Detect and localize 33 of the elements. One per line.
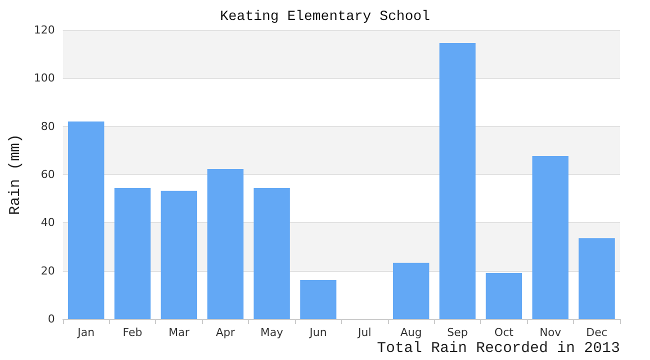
- y-tick-label: 0: [48, 312, 55, 326]
- bar: [160, 190, 198, 319]
- x-tick-label: Oct: [494, 326, 514, 339]
- bar: [300, 280, 336, 319]
- bar: [392, 262, 430, 319]
- bar: [207, 168, 244, 319]
- bar: [254, 188, 290, 319]
- bar: [68, 122, 104, 319]
- x-tick-label: Sep: [447, 326, 468, 339]
- x-tick-label: Mar: [168, 326, 190, 339]
- chart-title: Keating Elementary School: [220, 9, 430, 25]
- x-tick-label: Nov: [540, 326, 562, 339]
- x-tick-label: Feb: [122, 326, 142, 339]
- bar: [532, 156, 568, 319]
- y-tick-label: 100: [34, 72, 55, 85]
- y-tick-label: 20: [40, 264, 55, 278]
- bar: [486, 273, 522, 319]
- y-tick-label: 40: [40, 216, 55, 230]
- y-tick-label: 80: [40, 120, 55, 133]
- x-tick-label: Jul: [357, 326, 372, 339]
- x-tick-label: Jun: [308, 326, 327, 339]
- x-tick-label: Jan: [76, 326, 95, 339]
- x-tick-label: May: [260, 326, 284, 339]
- bar: [578, 238, 615, 319]
- x-tick-label: Apr: [216, 326, 236, 339]
- y-tick-label: 120: [34, 24, 55, 36]
- x-axis-title: Total Rain Recorded in 2013: [376, 340, 620, 357]
- x-tick-label: Dec: [586, 326, 608, 339]
- bar: [439, 43, 476, 319]
- x-tick-label: Aug: [400, 326, 422, 339]
- bar: [114, 188, 151, 319]
- y-axis-title: Rain (mm): [7, 134, 24, 216]
- y-tick-label: 60: [40, 168, 55, 181]
